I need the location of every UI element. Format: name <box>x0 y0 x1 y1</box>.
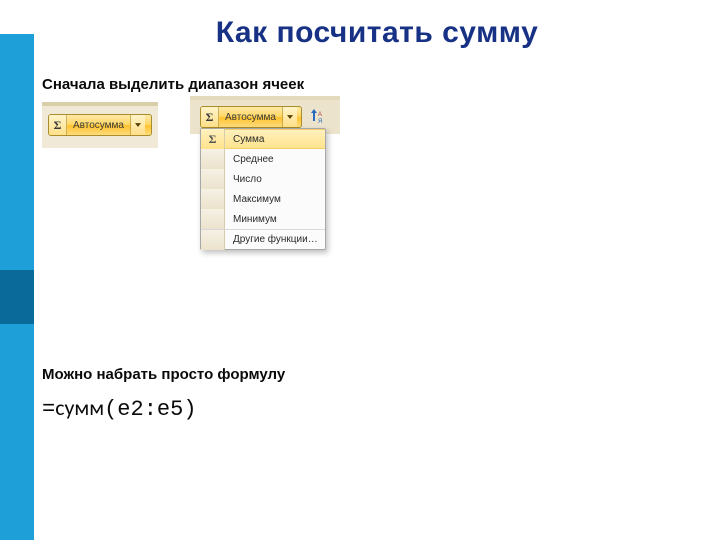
ribbon-divider <box>42 102 158 106</box>
formula-example: =сумм(е2:е5) <box>42 394 197 422</box>
autosum-menu-item[interactable]: Среднее <box>201 149 325 169</box>
step-1-text: Сначала выделить диапазон ячеек <box>42 76 304 93</box>
autosum-menu-item[interactable]: Минимум <box>201 209 325 229</box>
menu-gutter <box>201 149 225 169</box>
formula-name: сумм <box>55 394 104 421</box>
slide-sidebar <box>0 0 34 540</box>
excel-ribbon-screenshot: Σ Автосумма А Я Σ Автосумма <box>42 98 342 268</box>
menu-gutter <box>201 189 225 209</box>
menu-item-label: Минимум <box>225 214 325 225</box>
step-2-text: Можно набрать просто формулу <box>42 366 285 383</box>
menu-gutter <box>201 169 225 189</box>
sigma-icon: Σ <box>49 115 67 135</box>
autosum-menu-item[interactable]: Число <box>201 169 325 189</box>
autosum-menu-item[interactable]: Максимум <box>201 189 325 209</box>
menu-item-label: Максимум <box>225 194 325 205</box>
menu-gutter: Σ <box>201 129 225 149</box>
autosum-menu: ΣСумма Среднее Число Максимум Минимум Другие … <box>200 128 326 250</box>
svg-text:А: А <box>318 112 322 118</box>
menu-item-label: Число <box>225 174 325 185</box>
menu-item-label: Сумма <box>225 129 325 149</box>
sidebar-band <box>0 270 34 324</box>
autosum-split-button[interactable]: Σ Автосумма <box>48 114 152 136</box>
slide-title: Как посчитать сумму <box>34 16 720 50</box>
slide: Как посчитать сумму Сначала выделить диа… <box>0 0 720 540</box>
menu-item-label: Среднее <box>225 154 325 165</box>
formula-close-paren: ) <box>183 397 196 422</box>
autosum-menu-item[interactable]: Другие функции… <box>201 229 325 249</box>
menu-gutter <box>201 230 225 250</box>
autosum-split-button-open[interactable]: Σ Автосумма <box>200 106 302 128</box>
formula-args: е2:е5 <box>117 397 183 422</box>
sidebar-blank <box>0 0 34 34</box>
sigma-icon: Σ <box>201 107 219 127</box>
autosum-caret[interactable] <box>283 107 297 127</box>
autosum-menu-item[interactable]: ΣСумма <box>201 129 325 149</box>
formula-open-paren: ( <box>104 397 117 422</box>
menu-item-label: Другие функции… <box>225 234 325 245</box>
autosum-button-clip: Σ Автосумма <box>42 104 158 148</box>
formula-equals: = <box>42 397 55 422</box>
svg-text:Я: Я <box>318 119 322 125</box>
autosum-caret[interactable] <box>131 115 145 135</box>
autosum-label: Автосумма <box>219 107 283 127</box>
menu-gutter <box>201 209 225 229</box>
autosum-label: Автосумма <box>67 115 131 135</box>
sort-az-icon[interactable]: А Я <box>308 108 328 128</box>
